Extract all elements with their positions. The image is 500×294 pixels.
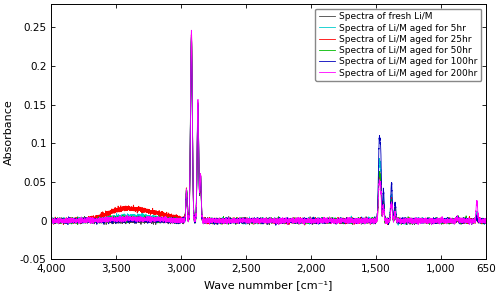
X-axis label: Wave nummber [cm⁻¹]: Wave nummber [cm⁻¹] <box>204 280 333 290</box>
Spectra of Li/M aged for 100hr <box>188 33 194 36</box>
Spectra of Li/M aged for 200hr <box>428 223 434 226</box>
Line: Spectra of Li/M aged for 200hr: Spectra of Li/M aged for 200hr <box>52 30 486 225</box>
Spectra of Li/M aged for 5hr <box>428 217 434 221</box>
Spectra of Li/M aged for 50hr <box>188 34 194 38</box>
Line: Spectra of Li/M aged for 50hr: Spectra of Li/M aged for 50hr <box>52 36 486 225</box>
Spectra of Li/M aged for 5hr <box>395 223 401 227</box>
Spectra of Li/M aged for 25hr <box>302 223 308 227</box>
Spectra of fresh Li/M <box>153 218 159 221</box>
Spectra of fresh Li/M <box>170 219 176 222</box>
Spectra of Li/M aged for 100hr <box>153 220 159 224</box>
Spectra of fresh Li/M <box>483 217 489 220</box>
Spectra of Li/M aged for 5hr <box>412 219 418 223</box>
Spectra of Li/M aged for 5hr <box>153 215 159 219</box>
Spectra of Li/M aged for 5hr <box>48 221 54 224</box>
Spectra of Li/M aged for 100hr <box>428 219 434 222</box>
Spectra of Li/M aged for 100hr <box>48 220 54 224</box>
Spectra of Li/M aged for 200hr <box>153 216 159 220</box>
Spectra of Li/M aged for 50hr <box>483 218 489 222</box>
Spectra of fresh Li/M <box>392 209 398 213</box>
Spectra of Li/M aged for 25hr <box>428 220 434 223</box>
Line: Spectra of Li/M aged for 5hr: Spectra of Li/M aged for 5hr <box>52 34 486 225</box>
Spectra of Li/M aged for 100hr <box>170 218 176 222</box>
Spectra of fresh Li/M <box>188 34 194 38</box>
Spectra of Li/M aged for 50hr <box>170 218 176 222</box>
Spectra of Li/M aged for 25hr <box>170 217 176 220</box>
Spectra of Li/M aged for 200hr <box>428 220 434 223</box>
Spectra of Li/M aged for 50hr <box>410 223 416 226</box>
Spectra of Li/M aged for 100hr <box>392 203 398 206</box>
Spectra of Li/M aged for 25hr <box>483 219 489 223</box>
Spectra of Li/M aged for 200hr <box>48 220 54 224</box>
Spectra of Li/M aged for 200hr <box>412 218 418 222</box>
Spectra of Li/M aged for 100hr <box>252 218 258 222</box>
Spectra of Li/M aged for 50hr <box>252 218 258 221</box>
Spectra of Li/M aged for 25hr <box>392 210 398 213</box>
Spectra of Li/M aged for 200hr <box>170 219 176 223</box>
Spectra of Li/M aged for 200hr <box>483 219 489 222</box>
Spectra of Li/M aged for 5hr <box>483 218 489 221</box>
Legend: Spectra of fresh Li/M, Spectra of Li/M aged for 5hr, Spectra of Li/M aged for 25: Spectra of fresh Li/M, Spectra of Li/M a… <box>315 9 482 81</box>
Spectra of Li/M aged for 5hr <box>170 217 176 221</box>
Spectra of Li/M aged for 50hr <box>392 209 398 212</box>
Spectra of Li/M aged for 200hr <box>188 29 194 32</box>
Spectra of fresh Li/M <box>412 217 418 221</box>
Spectra of fresh Li/M <box>252 218 258 221</box>
Spectra of Li/M aged for 25hr <box>188 33 194 36</box>
Spectra of Li/M aged for 5hr <box>188 32 194 35</box>
Spectra of Li/M aged for 5hr <box>252 220 258 224</box>
Spectra of Li/M aged for 25hr <box>412 219 418 223</box>
Spectra of Li/M aged for 50hr <box>428 220 434 224</box>
Spectra of Li/M aged for 100hr <box>483 221 489 224</box>
Spectra of Li/M aged for 5hr <box>392 207 398 211</box>
Spectra of Li/M aged for 200hr <box>252 219 258 223</box>
Spectra of Li/M aged for 50hr <box>153 218 159 222</box>
Spectra of Li/M aged for 50hr <box>48 219 54 223</box>
Spectra of Li/M aged for 50hr <box>412 218 418 221</box>
Spectra of Li/M aged for 25hr <box>48 216 54 220</box>
Spectra of Li/M aged for 25hr <box>252 218 258 222</box>
Line: Spectra of Li/M aged for 100hr: Spectra of Li/M aged for 100hr <box>52 34 486 225</box>
Spectra of fresh Li/M <box>246 223 252 227</box>
Spectra of Li/M aged for 200hr <box>392 210 398 214</box>
Y-axis label: Absorbance: Absorbance <box>4 99 14 165</box>
Spectra of Li/M aged for 100hr <box>412 220 418 223</box>
Line: Spectra of Li/M aged for 25hr: Spectra of Li/M aged for 25hr <box>52 35 486 225</box>
Spectra of fresh Li/M <box>48 218 54 222</box>
Spectra of Li/M aged for 25hr <box>153 212 159 215</box>
Spectra of fresh Li/M <box>428 219 434 222</box>
Spectra of Li/M aged for 100hr <box>273 223 279 227</box>
Line: Spectra of fresh Li/M: Spectra of fresh Li/M <box>52 36 486 225</box>
